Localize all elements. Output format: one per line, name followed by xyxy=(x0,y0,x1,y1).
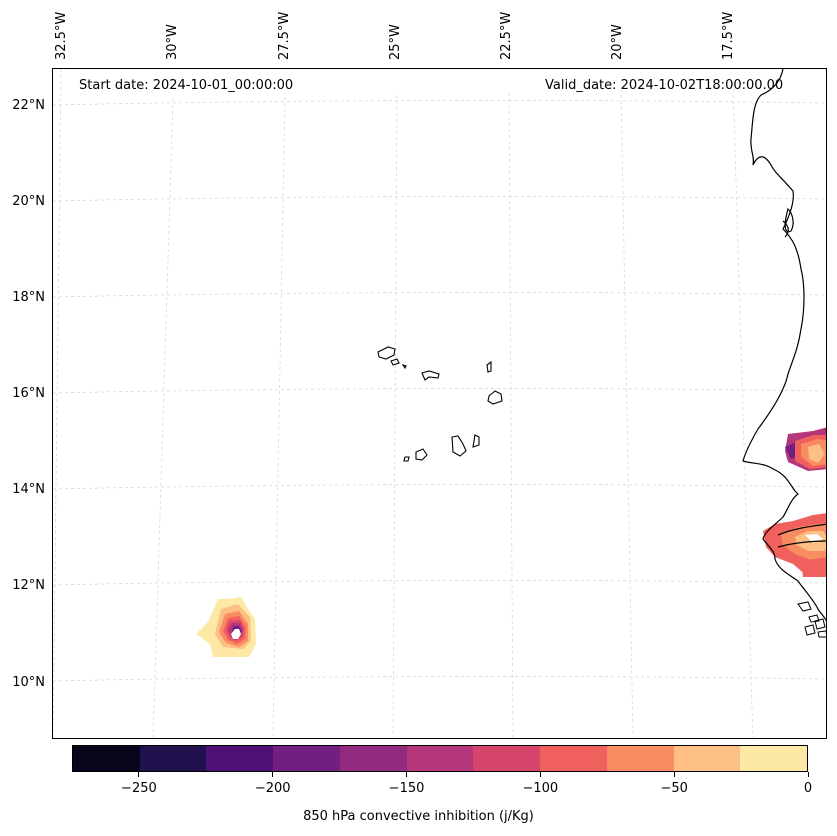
parallel-22n xyxy=(53,100,826,106)
colorbar-tick-label: 0 xyxy=(803,781,813,796)
bissagos-islands xyxy=(797,601,826,638)
lon-label-32-5w: 32.5°W xyxy=(54,11,69,60)
mainland-coast xyxy=(742,69,826,622)
meridian-27-5w xyxy=(272,96,286,738)
lon-label-30w: 30°W xyxy=(165,24,180,60)
lon-label-25w: 25°W xyxy=(388,24,403,60)
cin-coast-north-core xyxy=(808,444,825,463)
lat-label-12n: 12°N xyxy=(12,578,45,593)
lat-label-14n: 14°N xyxy=(12,482,45,497)
colorbar-tick xyxy=(807,772,809,777)
colorbar-tick-label: −250 xyxy=(121,781,157,796)
colorbar-segment-4 xyxy=(339,746,407,771)
colorbar-tick-label: −100 xyxy=(522,781,559,796)
coast-lagoon xyxy=(784,207,794,233)
colorbar-tick-label: −150 xyxy=(388,781,425,796)
colorbar-tick xyxy=(406,772,408,777)
cin-hole xyxy=(231,629,241,639)
valid-date-label: Valid_date: 2024-10-02T18:00:00.00 xyxy=(545,78,784,93)
lat-label-20n: 20°N xyxy=(12,194,45,209)
bissagos-island-b xyxy=(808,614,820,623)
colorbar-segment-6 xyxy=(473,746,541,771)
graticule xyxy=(53,69,826,738)
bissagos-island-c xyxy=(804,624,816,636)
island-fogo xyxy=(415,448,428,461)
colorbar-segment-1 xyxy=(139,746,207,771)
island-sao-vicente xyxy=(390,358,400,366)
parallel-14n xyxy=(53,484,826,490)
meridian-32-5w xyxy=(53,69,62,738)
island-brava xyxy=(403,456,410,462)
colorbar-tick-label: −50 xyxy=(660,781,688,796)
colorbar-tick xyxy=(138,772,140,777)
island-sal xyxy=(486,360,492,373)
coast-bay xyxy=(782,220,789,238)
colorbar-segment-5 xyxy=(406,746,474,771)
island-santiago xyxy=(451,435,467,457)
island-boa-vista xyxy=(487,390,503,405)
colorbar-segment-3 xyxy=(273,746,340,771)
colorbar-tick-label: −200 xyxy=(254,781,291,796)
cape-verde-islands xyxy=(377,346,503,462)
colorbar-tick xyxy=(272,772,274,777)
colorbar-segment-0 xyxy=(73,746,140,771)
island-maio xyxy=(472,434,480,448)
coastline xyxy=(742,69,826,622)
meridian-30w xyxy=(152,98,174,738)
start-date-label: Start date: 2024-10-01_00:00:00 xyxy=(79,78,294,93)
meridian-20w xyxy=(620,88,634,738)
map-frame[interactable] xyxy=(52,68,827,739)
colorbar-tick xyxy=(673,772,675,777)
cin-coast-south-tail xyxy=(801,557,826,577)
cin-field-ocean xyxy=(196,597,256,657)
lon-label-17-5w: 17.5°W xyxy=(721,11,736,60)
colorbar-tick xyxy=(539,772,541,777)
colorbar-segment-10 xyxy=(740,746,808,771)
meridian-22-5w xyxy=(508,92,514,738)
lon-label-27-5w: 27.5°W xyxy=(277,11,292,60)
gambia-river xyxy=(777,523,826,536)
lon-label-22-5w: 22.5°W xyxy=(499,11,514,60)
colorbar-segment-2 xyxy=(206,746,274,771)
meridian-25w xyxy=(392,94,398,738)
parallel-12n xyxy=(53,580,826,586)
lat-label-10n: 10°N xyxy=(12,675,45,690)
island-santa-luzia xyxy=(401,363,407,370)
colorbar-segment-8 xyxy=(606,746,674,771)
lat-label-16n: 16°N xyxy=(12,386,45,401)
colorbar-segment-9 xyxy=(673,746,741,771)
colorbar xyxy=(72,745,808,772)
parallel-18n xyxy=(53,292,826,298)
lat-label-22n: 22°N xyxy=(12,98,45,113)
gambia-south xyxy=(777,540,826,548)
bissagos-island-e xyxy=(817,630,826,638)
bissagos-island-a xyxy=(797,601,812,612)
colorbar-label: 850 hPa convective inhibition (j/Kg) xyxy=(303,809,534,824)
colorbar-segment-7 xyxy=(540,746,607,771)
map-canvas xyxy=(53,69,826,738)
lon-label-20w: 20°W xyxy=(610,24,625,60)
parallel-16n xyxy=(53,388,826,394)
parallel-20n xyxy=(53,196,826,202)
parallel-10n xyxy=(53,676,826,682)
lat-label-18n: 18°N xyxy=(12,290,45,305)
island-sao-nicolau xyxy=(421,370,440,381)
meridian-17-5w xyxy=(732,82,754,738)
island-santo-antao xyxy=(377,346,396,360)
cin-field-coast xyxy=(763,427,826,577)
bissagos-island-d xyxy=(814,618,826,630)
